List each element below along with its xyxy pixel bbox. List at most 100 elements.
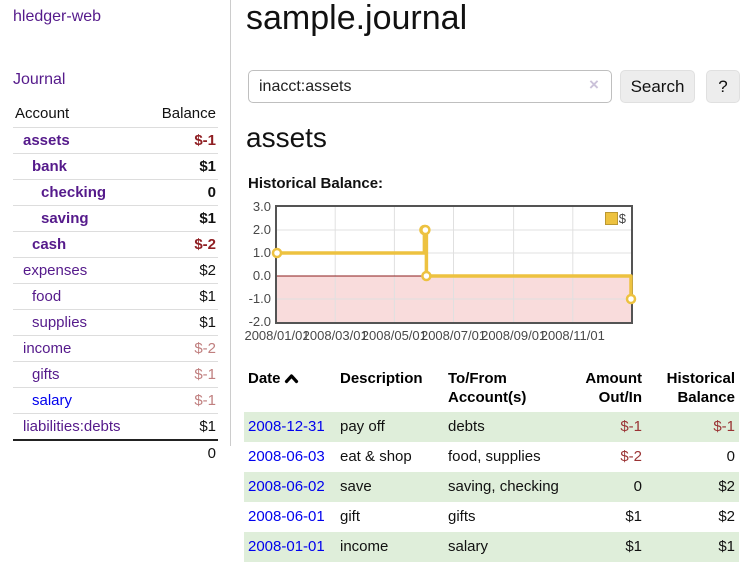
transaction-balance-cell: $2 [718,508,735,525]
sidebar-divider [230,0,231,446]
y-axis-tick-label: -1.0 [248,291,271,306]
account-row: income $-2 [13,335,218,361]
account-link[interactable]: cash [32,236,67,253]
transaction-date-cell: 2008-06-01 [244,502,340,532]
account-link[interactable]: checking [41,184,107,201]
y-axis-tick-label: 0.0 [252,268,271,283]
transaction-amount-cell: $-1 [620,418,642,435]
transaction-accounts-cell: gifts [448,508,476,525]
x-axis-tick-label: 2008/03/01 [302,328,368,343]
account-row: food $1 [13,283,218,309]
y-axis-tick-label: -2.0 [248,314,271,329]
transaction-date-link[interactable]: 2008-12-31 [248,418,325,435]
accounts-header-balance: Balance [161,105,216,122]
register-header-balance: Historical Balance [666,370,735,406]
transaction-date-link[interactable]: 2008-06-01 [248,508,325,525]
account-heading: assets [246,122,327,153]
historical-balance-chart: $ 3.0 2.0 1.0 0.0 -1.0 -2.0 2008/01/01 2008/03/… [244,199,742,348]
account-balance: $1 [199,210,216,227]
transaction-amount-cell: $-2 [620,448,642,465]
register-header-amount: Amount Out/In [585,370,642,406]
register-header-accounts: To/From Account(s) [448,370,527,406]
account-link[interactable]: food [32,288,62,305]
account-balance: $-1 [194,392,216,409]
account-balance: $1 [199,418,216,435]
account-row: expenses $2 [13,257,218,283]
account-link[interactable]: gifts [32,366,60,383]
transaction-description-cell: gift [340,508,361,525]
account-row: assets $-1 [13,127,218,153]
transaction-description-cell: pay off [340,418,385,435]
transaction-row: 2008-01-01 income salary $1 $1 [244,532,739,562]
register-header-date[interactable]: Date [244,366,340,412]
legend-label: $ [618,211,626,226]
register-header-description: Description [340,366,448,412]
accounts-header-account: Account [15,105,70,122]
account-link[interactable]: income [23,340,72,357]
transaction-date-cell: 2008-12-31 [244,412,340,442]
account-balance: $2 [199,262,216,279]
account-balance: $1 [199,314,216,331]
transaction-balance-cell: $1 [718,538,735,555]
page-title: sample.journal [246,0,468,37]
account-balance: 0 [207,184,216,201]
x-axis-tick-label: 2008/07/01 [420,328,487,343]
transaction-row: 2008-06-01 gift gifts $1 $2 [244,502,739,532]
transaction-row: 2008-06-03 eat & shop food, supplies $-2 0 [244,442,739,472]
transaction-date-link[interactable]: 2008-01-01 [248,538,325,555]
account-link[interactable]: expenses [23,262,88,279]
account-row: gifts $-1 [13,361,218,387]
search-button[interactable]: Search [620,70,695,103]
transaction-description-cell: eat & shop [340,448,412,465]
transaction-date-link[interactable]: 2008-06-02 [248,478,325,495]
x-axis-tick-label: 2008/05/01 [361,328,427,343]
account-balance: $-2 [194,340,216,357]
transaction-accounts-cell: debts [448,418,485,435]
account-row: checking 0 [13,179,218,205]
transaction-date-cell: 2008-01-01 [244,532,340,562]
accounts-panel: Account Balance assets $-1 bank $1 checking 0… [13,102,218,466]
transaction-balance-cell: 0 [726,448,735,465]
sort-ascending-icon [284,374,298,384]
x-axis-tick-label: 2008/01/01 [244,328,310,343]
register-rows: 2008-12-31 pay off debts $-1 $-1 2008-06-03 ea… [244,412,739,562]
transaction-description-cell: save [340,478,372,495]
chart-title: Historical Balance: [248,175,384,192]
transaction-description-cell: income [340,538,389,555]
help-button[interactable]: ? [706,70,740,103]
transaction-accounts-cell: food, supplies [448,448,541,465]
account-balance: $1 [199,288,216,305]
legend-swatch-icon [604,212,618,225]
chart-legend: $ [604,211,626,226]
transaction-amount-cell: $1 [625,508,642,525]
register-header-row: Date Description To/From Account(s) Amou… [244,366,739,412]
account-balance: $-1 [194,132,216,149]
account-link[interactable]: liabilities:debts [23,418,121,435]
transaction-accounts-cell: saving, checking [448,478,559,495]
transaction-amount-cell: $1 [625,538,642,555]
search-input[interactable] [248,70,612,103]
account-balance: $-1 [194,366,216,383]
clear-search-icon[interactable]: × [589,75,599,94]
app-brand-link[interactable]: hledger-web [13,8,102,25]
account-row: supplies $1 [13,309,218,335]
account-row: saving $1 [13,205,218,231]
y-axis-tick-label: 1.0 [252,245,271,260]
account-row: liabilities:debts $1 [13,413,218,439]
account-balance: $1 [199,158,216,175]
account-balance: $-2 [194,236,216,253]
account-link[interactable]: supplies [32,314,88,331]
account-link[interactable]: assets [23,132,70,149]
chart-canvas [271,207,637,322]
transaction-date-cell: 2008-06-03 [244,442,340,472]
account-row: bank $1 [13,153,218,179]
account-link[interactable]: saving [41,210,89,227]
sidebar-item-journal[interactable]: Journal [13,71,66,88]
y-axis-tick-label: 3.0 [252,199,271,214]
account-link[interactable]: bank [32,158,68,175]
x-axis-tick-label: 2008/11/01 [540,328,605,343]
transaction-accounts-cell: salary [448,538,489,555]
account-link[interactable]: salary [32,392,73,409]
account-list: assets $-1 bank $1 checking 0 saving $1 cash $-2 e… [13,127,218,439]
transaction-date-link[interactable]: 2008-06-03 [248,448,325,465]
